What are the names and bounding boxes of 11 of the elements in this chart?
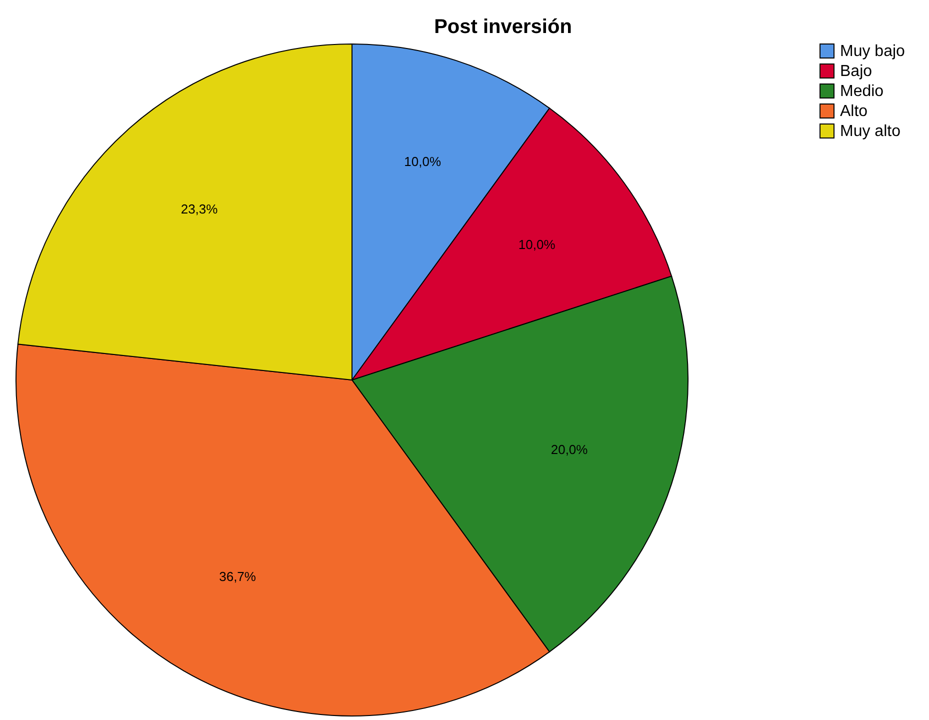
data-label: 23,3% (180, 201, 218, 216)
chart-title: Post inversión (434, 16, 572, 38)
legend-label: Muy bajo (840, 43, 906, 60)
legend-label: Medio (840, 83, 884, 100)
data-label: 10,0% (404, 154, 442, 170)
data-label: 10,0% (518, 237, 556, 252)
legend-label: Alto (840, 103, 868, 120)
legend-label: Muy alto (840, 123, 901, 140)
data-label: 20,0% (550, 442, 588, 458)
data-label: 36,7% (219, 569, 256, 584)
legend-label: Bajo (840, 63, 872, 80)
